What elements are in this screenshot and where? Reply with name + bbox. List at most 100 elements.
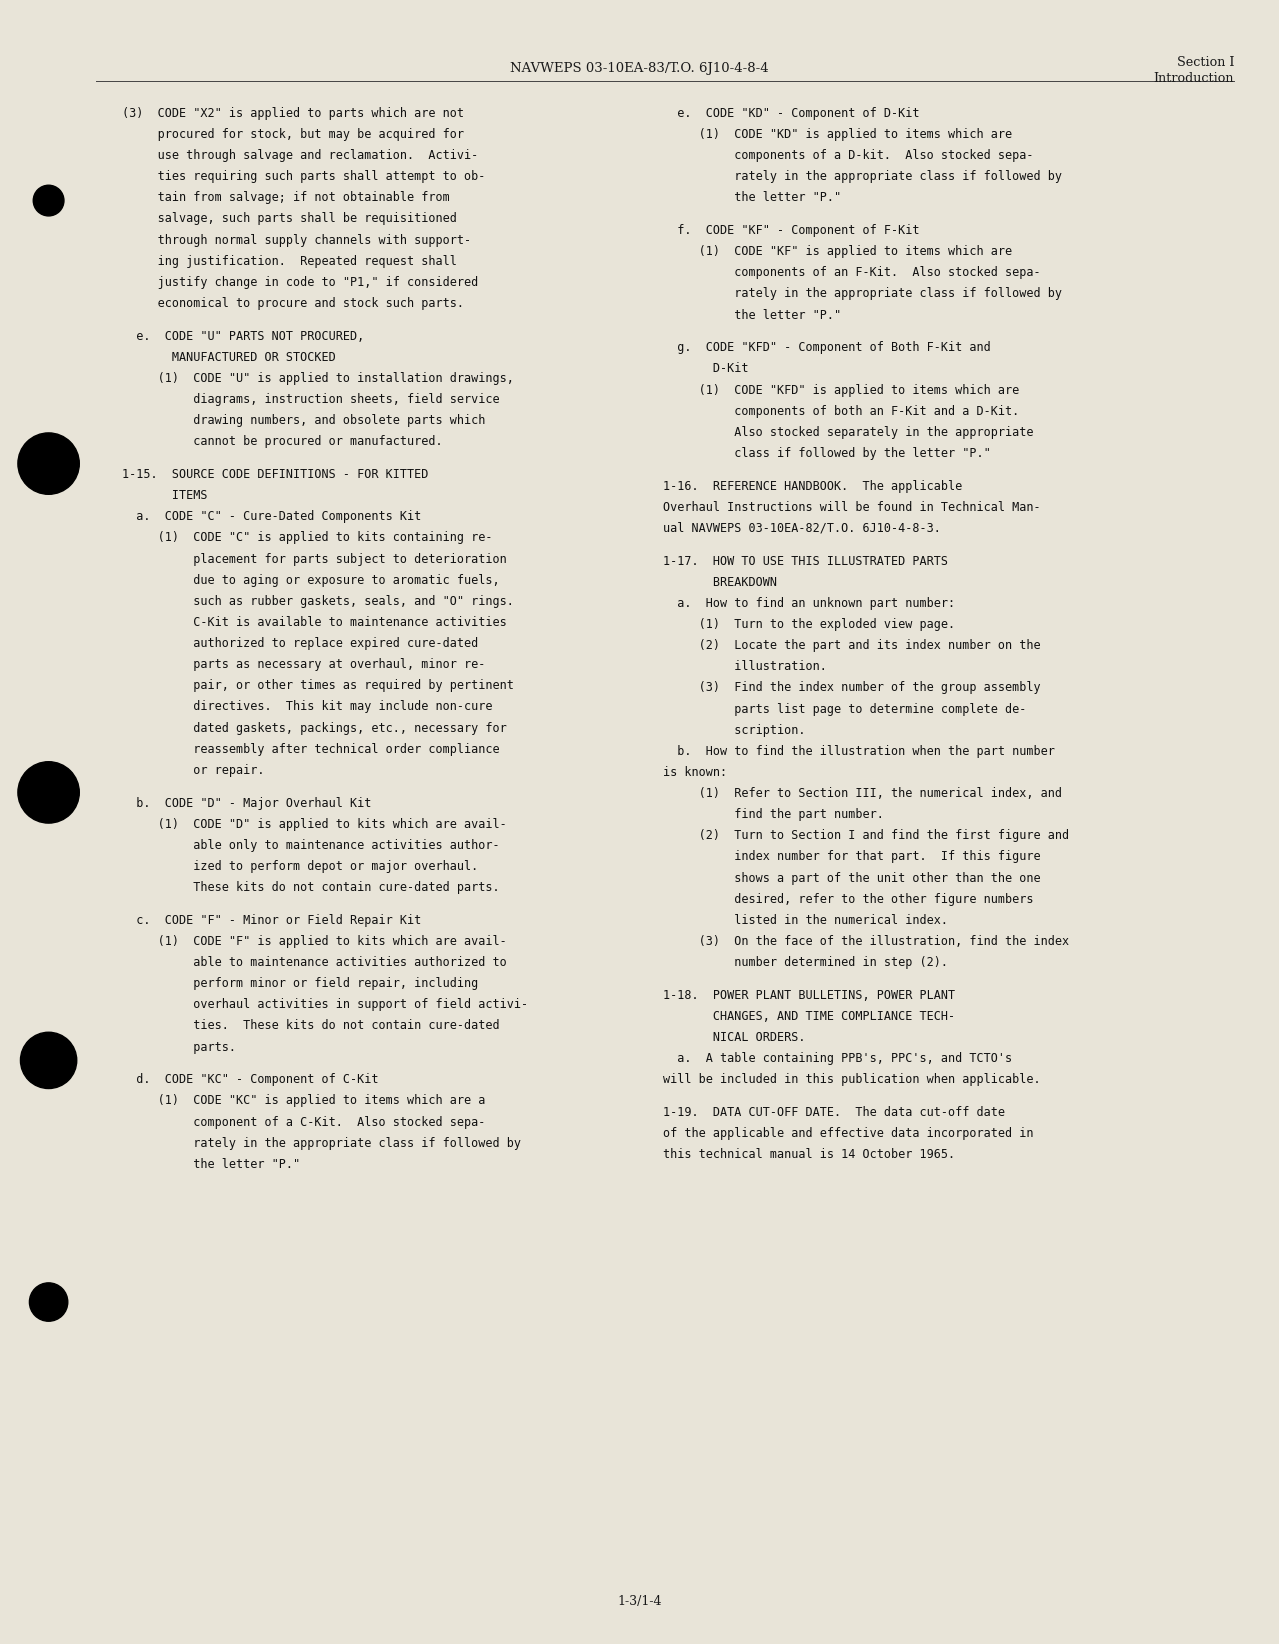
Text: (2)  Turn to Section I and find the first figure and: (2) Turn to Section I and find the first… (663, 829, 1069, 842)
Text: diagrams, instruction sheets, field service: diagrams, instruction sheets, field serv… (122, 393, 499, 406)
Text: components of an F-Kit.  Also stocked sepa-: components of an F-Kit. Also stocked sep… (663, 266, 1040, 279)
Text: of the applicable and effective data incorporated in: of the applicable and effective data inc… (663, 1128, 1033, 1141)
Text: or repair.: or repair. (122, 764, 263, 778)
Text: salvage, such parts shall be requisitioned: salvage, such parts shall be requisition… (122, 212, 457, 225)
Text: desired, refer to the other figure numbers: desired, refer to the other figure numbe… (663, 893, 1033, 906)
Text: parts as necessary at overhaul, minor re-: parts as necessary at overhaul, minor re… (122, 658, 485, 671)
Text: parts list page to determine complete de-: parts list page to determine complete de… (663, 702, 1026, 715)
Text: index number for that part.  If this figure: index number for that part. If this figu… (663, 850, 1040, 863)
Text: ITEMS: ITEMS (122, 490, 207, 501)
Text: These kits do not contain cure-dated parts.: These kits do not contain cure-dated par… (122, 881, 499, 894)
Text: the letter "P.": the letter "P." (122, 1157, 299, 1171)
Text: such as rubber gaskets, seals, and "O" rings.: such as rubber gaskets, seals, and "O" r… (122, 595, 513, 608)
Text: drawing numbers, and obsolete parts which: drawing numbers, and obsolete parts whic… (122, 414, 485, 427)
Text: 1-17.  HOW TO USE THIS ILLUSTRATED PARTS: 1-17. HOW TO USE THIS ILLUSTRATED PARTS (663, 554, 948, 567)
Text: a.  A table containing PPB's, PPC's, and TCTO's: a. A table containing PPB's, PPC's, and … (663, 1052, 1012, 1065)
Text: ual NAVWEPS 03-10EA-82/T.O. 6J10-4-8-3.: ual NAVWEPS 03-10EA-82/T.O. 6J10-4-8-3. (663, 523, 940, 534)
Text: dated gaskets, packings, etc., necessary for: dated gaskets, packings, etc., necessary… (122, 722, 506, 735)
Text: (3)  Find the index number of the group assembly: (3) Find the index number of the group a… (663, 682, 1040, 694)
Text: (3)  CODE "X2" is applied to parts which are not: (3) CODE "X2" is applied to parts which … (122, 107, 463, 120)
Text: shows a part of the unit other than the one: shows a part of the unit other than the … (663, 871, 1040, 884)
Ellipse shape (18, 432, 79, 495)
Text: 1-18.  POWER PLANT BULLETINS, POWER PLANT: 1-18. POWER PLANT BULLETINS, POWER PLANT (663, 988, 954, 1001)
Text: the letter "P.": the letter "P." (663, 309, 840, 322)
Text: ized to perform depot or major overhaul.: ized to perform depot or major overhaul. (122, 860, 478, 873)
Text: this technical manual is 14 October 1965.: this technical manual is 14 October 1965… (663, 1149, 954, 1161)
Text: parts.: parts. (122, 1041, 235, 1054)
Text: b.  CODE "D" - Major Overhaul Kit: b. CODE "D" - Major Overhaul Kit (122, 797, 371, 809)
Text: tain from salvage; if not obtainable from: tain from salvage; if not obtainable fro… (122, 191, 449, 204)
Text: use through salvage and reclamation.  Activi-: use through salvage and reclamation. Act… (122, 150, 478, 163)
Text: D-Kit: D-Kit (663, 362, 748, 375)
Text: NICAL ORDERS.: NICAL ORDERS. (663, 1031, 804, 1044)
Text: NAVWEPS 03-10EA-83/T.O. 6J10-4-8-4: NAVWEPS 03-10EA-83/T.O. 6J10-4-8-4 (510, 62, 769, 76)
Text: the letter "P.": the letter "P." (663, 191, 840, 204)
Text: Section I: Section I (1177, 56, 1234, 69)
Ellipse shape (29, 1282, 68, 1322)
Text: listed in the numerical index.: listed in the numerical index. (663, 914, 948, 927)
Text: 1-16.  REFERENCE HANDBOOK.  The applicable: 1-16. REFERENCE HANDBOOK. The applicable (663, 480, 962, 493)
Ellipse shape (33, 186, 64, 215)
Text: able only to maintenance activities author-: able only to maintenance activities auth… (122, 838, 499, 852)
Text: Also stocked separately in the appropriate: Also stocked separately in the appropria… (663, 426, 1033, 439)
Text: class if followed by the letter "P.": class if followed by the letter "P." (663, 447, 990, 460)
Text: components of a D-kit.  Also stocked sepa-: components of a D-kit. Also stocked sepa… (663, 150, 1033, 163)
Text: C-Kit is available to maintenance activities: C-Kit is available to maintenance activi… (122, 616, 506, 630)
Text: e.  CODE "KD" - Component of D-Kit: e. CODE "KD" - Component of D-Kit (663, 107, 920, 120)
Text: procured for stock, but may be acquired for: procured for stock, but may be acquired … (122, 128, 463, 141)
Text: perform minor or field repair, including: perform minor or field repair, including (122, 977, 478, 990)
Text: 1-19.  DATA CUT-OFF DATE.  The data cut-off date: 1-19. DATA CUT-OFF DATE. The data cut-of… (663, 1106, 1004, 1120)
Text: rately in the appropriate class if followed by: rately in the appropriate class if follo… (663, 288, 1062, 301)
Text: illustration.: illustration. (663, 661, 826, 674)
Text: d.  CODE "KC" - Component of C-Kit: d. CODE "KC" - Component of C-Kit (122, 1074, 379, 1087)
Text: ties.  These kits do not contain cure-dated: ties. These kits do not contain cure-dat… (122, 1019, 499, 1032)
Text: a.  How to find an unknown part number:: a. How to find an unknown part number: (663, 597, 954, 610)
Text: MANUFACTURED OR STOCKED: MANUFACTURED OR STOCKED (122, 350, 335, 363)
Text: (1)  CODE "KD" is applied to items which are: (1) CODE "KD" is applied to items which … (663, 128, 1012, 141)
Text: (1)  CODE "F" is applied to kits which are avail-: (1) CODE "F" is applied to kits which ar… (122, 935, 506, 949)
Text: Introduction: Introduction (1154, 72, 1234, 85)
Text: Overhaul Instructions will be found in Technical Man-: Overhaul Instructions will be found in T… (663, 501, 1040, 515)
Text: (2)  Locate the part and its index number on the: (2) Locate the part and its index number… (663, 640, 1040, 653)
Text: pair, or other times as required by pertinent: pair, or other times as required by pert… (122, 679, 513, 692)
Text: BREAKDOWN: BREAKDOWN (663, 575, 776, 589)
Text: economical to procure and stock such parts.: economical to procure and stock such par… (122, 298, 463, 311)
Text: placement for parts subject to deterioration: placement for parts subject to deteriora… (122, 552, 506, 566)
Text: (3)  On the face of the illustration, find the index: (3) On the face of the illustration, fin… (663, 935, 1069, 949)
Text: authorized to replace expired cure-dated: authorized to replace expired cure-dated (122, 638, 478, 649)
Text: b.  How to find the illustration when the part number: b. How to find the illustration when the… (663, 745, 1054, 758)
Text: (1)  Turn to the exploded view page.: (1) Turn to the exploded view page. (663, 618, 954, 631)
Text: scription.: scription. (663, 723, 804, 737)
Text: components of both an F-Kit and a D-Kit.: components of both an F-Kit and a D-Kit. (663, 404, 1019, 418)
Text: find the part number.: find the part number. (663, 809, 884, 822)
Text: overhaul activities in support of field activi-: overhaul activities in support of field … (122, 998, 528, 1011)
Text: c.  CODE "F" - Minor or Field Repair Kit: c. CODE "F" - Minor or Field Repair Kit (122, 914, 421, 927)
Text: 1-3/1-4: 1-3/1-4 (618, 1595, 661, 1608)
Ellipse shape (18, 761, 79, 824)
Text: rately in the appropriate class if followed by: rately in the appropriate class if follo… (122, 1136, 521, 1149)
Text: 1-15.  SOURCE CODE DEFINITIONS - FOR KITTED: 1-15. SOURCE CODE DEFINITIONS - FOR KITT… (122, 469, 428, 482)
Text: (1)  CODE "C" is applied to kits containing re-: (1) CODE "C" is applied to kits containi… (122, 531, 492, 544)
Text: e.  CODE "U" PARTS NOT PROCURED,: e. CODE "U" PARTS NOT PROCURED, (122, 330, 363, 342)
Text: able to maintenance activities authorized to: able to maintenance activities authorize… (122, 957, 506, 968)
Text: a.  CODE "C" - Cure-Dated Components Kit: a. CODE "C" - Cure-Dated Components Kit (122, 510, 421, 523)
Text: component of a C-Kit.  Also stocked sepa-: component of a C-Kit. Also stocked sepa- (122, 1116, 485, 1128)
Text: through normal supply channels with support-: through normal supply channels with supp… (122, 233, 471, 247)
Text: rately in the appropriate class if followed by: rately in the appropriate class if follo… (663, 171, 1062, 182)
Text: reassembly after technical order compliance: reassembly after technical order complia… (122, 743, 499, 756)
Text: directives.  This kit may include non-cure: directives. This kit may include non-cur… (122, 700, 492, 713)
Ellipse shape (20, 1032, 77, 1088)
Text: is known:: is known: (663, 766, 726, 779)
Text: due to aging or exposure to aromatic fuels,: due to aging or exposure to aromatic fue… (122, 574, 499, 587)
Text: (1)  CODE "U" is applied to installation drawings,: (1) CODE "U" is applied to installation … (122, 372, 513, 385)
Text: f.  CODE "KF" - Component of F-Kit: f. CODE "KF" - Component of F-Kit (663, 224, 920, 237)
Text: (1)  CODE "KFD" is applied to items which are: (1) CODE "KFD" is applied to items which… (663, 383, 1019, 396)
Text: (1)  CODE "KF" is applied to items which are: (1) CODE "KF" is applied to items which … (663, 245, 1012, 258)
Text: (1)  CODE "KC" is applied to items which are a: (1) CODE "KC" is applied to items which … (122, 1095, 485, 1108)
Text: will be included in this publication when applicable.: will be included in this publication whe… (663, 1074, 1040, 1087)
Text: number determined in step (2).: number determined in step (2). (663, 957, 948, 968)
Text: ing justification.  Repeated request shall: ing justification. Repeated request shal… (122, 255, 457, 268)
Text: (1)  Refer to Section III, the numerical index, and: (1) Refer to Section III, the numerical … (663, 787, 1062, 801)
Text: g.  CODE "KFD" - Component of Both F-Kit and: g. CODE "KFD" - Component of Both F-Kit … (663, 342, 990, 355)
Text: (1)  CODE "D" is applied to kits which are avail-: (1) CODE "D" is applied to kits which ar… (122, 817, 506, 830)
